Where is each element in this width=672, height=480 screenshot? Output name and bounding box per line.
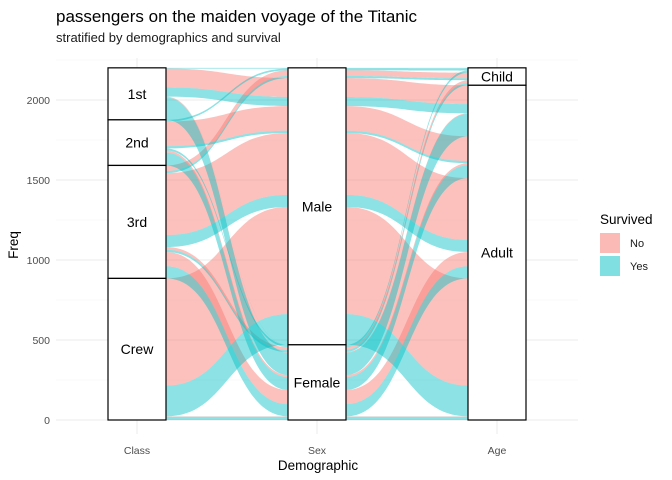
stratum-label-3rd: 3rd [127, 214, 147, 230]
alluvium-survived [166, 76, 468, 174]
alluvium-survived [166, 152, 468, 390]
axes: 0 500 1000 1500 2000 Class Sex Age [27, 95, 507, 457]
y-tick-label: 1000 [27, 255, 51, 267]
alluvium-died [166, 68, 468, 105]
x-tick-label: Age [488, 445, 507, 457]
alluvium-survived [166, 87, 468, 114]
legend-swatch-yes [600, 256, 620, 276]
alluvium-died [166, 206, 468, 386]
legend-label-yes: Yes [630, 261, 648, 273]
legend: Survived No Yes [600, 212, 653, 276]
x-tick-label: Sex [308, 445, 327, 457]
alluvium-died [166, 70, 468, 172]
chart-title: passengers on the maiden voyage of the T… [56, 7, 418, 26]
stratum-female [287, 344, 347, 421]
flow-layer [166, 67, 468, 420]
stratum-label-adult: Adult [481, 245, 513, 261]
stratum-3rd [107, 164, 167, 280]
x-axis-title: Demographic [278, 458, 359, 473]
alluvium-survived [166, 130, 468, 164]
legend-title: Survived [600, 212, 653, 227]
alluvium-survived [166, 416, 468, 420]
y-axis-title: Freq [6, 231, 21, 259]
alluvium-died [166, 132, 468, 240]
alluvium-survived [166, 67, 468, 69]
legend-swatch-no [600, 233, 620, 253]
legend-label-no: No [630, 238, 644, 250]
stratum-label-child: Child [481, 69, 513, 85]
stratum-label-female: Female [294, 374, 341, 390]
alluvium-survived [166, 314, 468, 417]
y-tick-label: 0 [44, 415, 50, 427]
stratum-label-2nd: 2nd [125, 135, 148, 151]
x-tick-label: Class [124, 445, 150, 457]
stratum-2nd [107, 119, 167, 167]
alluvium-died [166, 252, 468, 405]
stratum-male [287, 67, 347, 346]
stratum-label-1st: 1st [128, 86, 147, 102]
alluvium-survived [166, 266, 468, 417]
y-tick-label: 1500 [27, 175, 51, 187]
y-tick-label: 2000 [27, 95, 51, 107]
strata-layer: 1st 2nd 3rd Crew Male Female Child Adult [107, 67, 527, 421]
alluvium-died [166, 106, 468, 161]
alluvium-survived [166, 194, 468, 252]
y-tick-label: 500 [32, 335, 50, 347]
stratum-1st [107, 67, 167, 121]
alluvium-survived [166, 68, 468, 122]
stratum-crew [107, 277, 167, 421]
chart-subtitle: stratified by demographics and survival [56, 30, 281, 45]
stratum-label-crew: Crew [121, 341, 155, 357]
alluvium-survived [166, 97, 468, 376]
stratum-label-male: Male [302, 198, 333, 214]
stratum-adult [467, 84, 527, 421]
